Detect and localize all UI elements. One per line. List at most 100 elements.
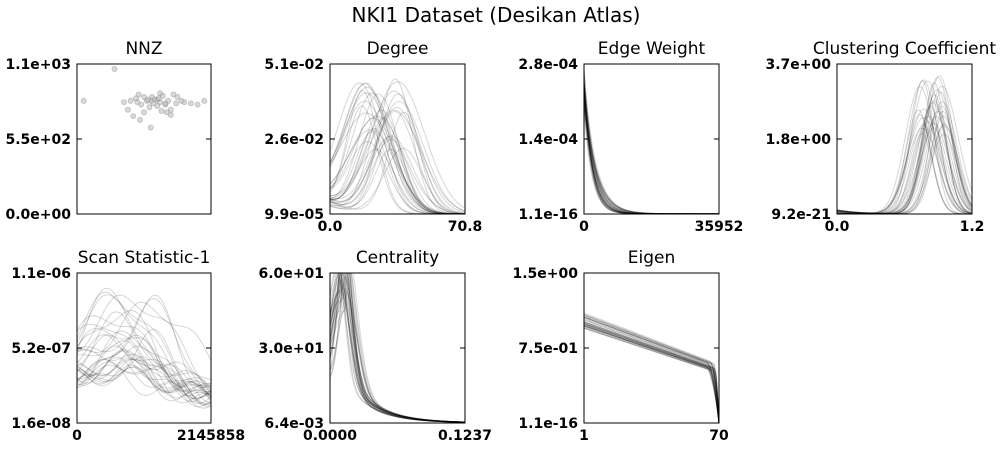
- series-line: [584, 327, 719, 423]
- panel-scan_stat: Scan Statistic-1 1.1e-06 5.2e-07 1.6e-080 21…: [11, 248, 245, 444]
- series-line: [330, 273, 465, 423]
- x-tick-label: 1: [579, 428, 589, 444]
- data-point: [121, 99, 127, 105]
- series-line: [77, 310, 211, 394]
- series-line: [330, 100, 465, 214]
- data-point: [159, 92, 166, 99]
- series-line: [77, 345, 211, 391]
- series-line: [330, 78, 465, 214]
- series-line: [584, 325, 719, 423]
- data-point: [130, 113, 137, 119]
- y-tick-label: 6.0e+01: [258, 266, 324, 282]
- series-line: [77, 334, 211, 408]
- series-line: [77, 350, 211, 396]
- series-line: [330, 273, 465, 423]
- series-line: [330, 273, 465, 423]
- data-point: [178, 97, 185, 104]
- series-line: [330, 273, 465, 423]
- y-tick-label: 9.2e-21: [771, 207, 831, 223]
- panel-centrality: Centrality 6.0e+01 3.0e+01 6.4e-030.0000 0.1…: [258, 248, 492, 444]
- series-line: [837, 116, 972, 214]
- x-tick-label: 0.0: [825, 219, 850, 235]
- series-line: [330, 135, 465, 214]
- series-line: [330, 273, 465, 423]
- y-tick-label: 2.8e-04: [518, 57, 578, 73]
- series-line: [837, 80, 972, 214]
- series-line: [77, 358, 211, 394]
- series-line: [77, 366, 211, 402]
- series-line: [584, 319, 719, 423]
- figure-title: NKI1 Dataset (Desikan Atlas): [352, 3, 641, 27]
- data-point: [201, 97, 208, 104]
- series-line: [584, 321, 719, 423]
- series-line: [330, 285, 465, 423]
- series-line: [77, 287, 211, 397]
- data-point: [145, 96, 151, 103]
- data-point: [125, 106, 131, 113]
- series-line: [330, 106, 465, 214]
- series-line: [330, 273, 465, 423]
- series-line: [330, 287, 465, 423]
- series-line: [584, 321, 719, 423]
- panel-title: Eigen: [628, 248, 676, 268]
- y-tick-label: 2.6e-02: [264, 132, 324, 148]
- data-point: [194, 101, 201, 108]
- series-line: [837, 127, 972, 214]
- series-line: [584, 316, 719, 423]
- series-line: [77, 294, 211, 389]
- panel-title: Clustering Coefficient: [813, 39, 996, 59]
- series-line: [584, 322, 719, 423]
- x-tick-label: 70: [709, 428, 729, 444]
- series-line: [330, 273, 465, 423]
- x-tick-label: 0.1237: [438, 428, 492, 444]
- data-point: [146, 104, 153, 111]
- panel-title: Degree: [367, 39, 429, 59]
- series-line: [584, 324, 719, 423]
- series-line: [330, 273, 465, 423]
- series-line: [837, 111, 972, 214]
- series-line: [837, 114, 972, 214]
- series-line: [330, 276, 465, 423]
- data-point: [187, 100, 194, 107]
- series-line: [77, 301, 211, 361]
- series-line: [330, 109, 465, 214]
- data-point: [170, 91, 177, 98]
- series-line: [837, 133, 972, 214]
- series-line: [330, 282, 465, 423]
- x-tick-label: 0.0: [318, 219, 343, 235]
- series-line: [330, 81, 465, 209]
- series-line: [584, 322, 719, 423]
- data-point: [135, 91, 142, 98]
- series-line: [330, 109, 465, 212]
- series-line: [584, 314, 719, 423]
- series-line: [330, 273, 465, 423]
- plot-area: [77, 287, 211, 409]
- data-point: [173, 100, 180, 107]
- series-line: [77, 315, 211, 392]
- series-line: [584, 323, 719, 423]
- series-line: [330, 273, 465, 423]
- series-line: [330, 273, 465, 423]
- x-tick-label: 0.0000: [303, 428, 357, 444]
- series-line: [584, 325, 719, 423]
- series-line: [584, 316, 719, 423]
- panel-title: Scan Statistic-1: [78, 248, 211, 268]
- series-line: [330, 273, 465, 423]
- y-tick-label: 1.1e-06: [11, 266, 71, 282]
- x-tick-label: 70.8: [448, 219, 483, 235]
- series-line: [330, 278, 465, 423]
- series-line: [330, 274, 465, 423]
- series-line: [330, 273, 465, 423]
- series-line: [584, 314, 719, 423]
- series-line: [837, 124, 972, 214]
- series-line: [77, 334, 211, 388]
- series-line: [330, 273, 465, 423]
- series-line: [77, 357, 211, 399]
- series-line: [330, 291, 465, 423]
- series-line: [584, 316, 719, 423]
- series-line: [330, 93, 465, 214]
- data-point: [111, 66, 118, 72]
- series-line: [330, 279, 465, 423]
- series-line: [77, 358, 211, 397]
